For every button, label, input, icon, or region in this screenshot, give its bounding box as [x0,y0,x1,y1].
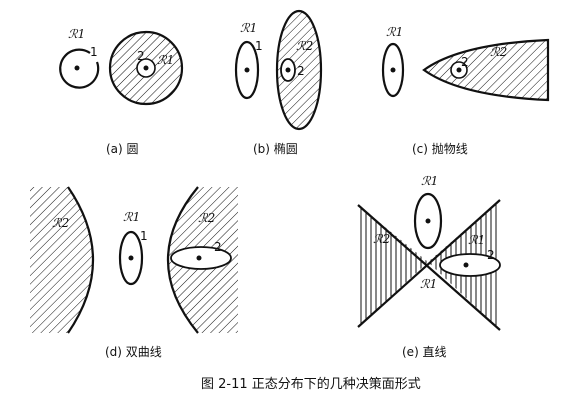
panel-b-label-r1: ℛ1 [240,21,257,35]
panel-d-label-r1: ℛ1 [123,210,140,224]
panel-a-label-r1-inner: ℛ1 [157,53,174,67]
panel-d-class1-contour [118,230,144,286]
panel-b-label-class2: 2 [297,64,305,78]
panel-c-label-r1: ℛ1 [386,25,403,39]
panel-b-decision-ellipse [275,9,323,131]
panel-b-label-r2: ℛ2 [296,39,313,53]
panel-e-left-wedge [358,205,428,327]
panel-a-class2-mean [143,65,149,71]
panel-d-label-r2-left: ℛ2 [52,216,69,230]
panel-e-label-r2-left: ℛ2 [373,232,390,246]
panel-c-class1-contour [381,42,405,98]
panel-d-right-boundary [166,186,199,334]
panel-e-class1-mean [425,218,431,224]
panel-d-caption: (d) 双曲线 [105,345,162,359]
panel-c: ℛ1 2 ℛ2 (c) 抛物线 [381,25,550,156]
panel-e-label-r1-bottom: ℛ1 [420,277,437,291]
panel-a-label-r1: ℛ1 [68,27,85,41]
panel-e-boundary-line-2 [357,199,501,328]
panel-a-label-class2: 2 [137,49,145,63]
panel-a-caption: (a) 圆 [106,142,139,156]
panel-a-label-class1: 1 [90,45,98,59]
panel-d-left-boundary [67,186,94,334]
panel-d-label-r2-right: ℛ2 [198,211,215,225]
panel-e-label-r1-top: ℛ1 [421,174,438,188]
panel-c-label-r2: ℛ2 [490,45,507,59]
panel-c-decision-parabola [422,38,550,102]
panel-d: ℛ1 1 2 ℛ2 ℛ2 (d) 双曲线 [30,186,238,359]
panel-c-label-class2: 2 [461,55,469,69]
panel-b-class2-mean [285,67,291,73]
panel-e-label-r1-right: ℛ1 [468,233,485,247]
panel-a: ℛ1 1 2 ℛ1 (a) 圆 [59,27,184,156]
figure-title: 图 2-11 正态分布下的几种决策面形式 [201,376,421,392]
panel-e-label-class2: 2 [487,248,495,262]
panel-c-class2-mean [456,67,462,73]
panel-e: ℛ1 2 ℛ2 ℛ1 ℛ1 (e) 直线 [357,174,501,359]
panel-e-class2-mean [463,262,469,268]
panel-d-class2-mean [196,255,202,261]
panel-d-class1-mean [128,255,134,261]
panel-b-label-class1: 1 [255,39,263,53]
panel-e-class2-contour [439,253,501,277]
panel-e-boundary-line-1 [357,204,501,331]
panel-b: ℛ1 1 ℛ2 2 (b) 椭圆 [234,9,323,156]
panel-a-class1-contour [59,48,100,89]
panel-a-class1-mean [74,65,80,71]
panel-e-caption: (e) 直线 [402,345,447,359]
panel-c-class1-mean [390,67,396,73]
panel-d-left-region [30,187,93,333]
panel-d-label-class2: 2 [214,240,222,254]
panel-d-label-class1: 1 [140,229,148,243]
panel-c-caption: (c) 抛物线 [412,141,468,156]
panel-b-class1-contour [234,40,260,100]
panel-b-caption: (b) 椭圆 [253,141,298,156]
panel-b-class1-mean [244,67,250,73]
